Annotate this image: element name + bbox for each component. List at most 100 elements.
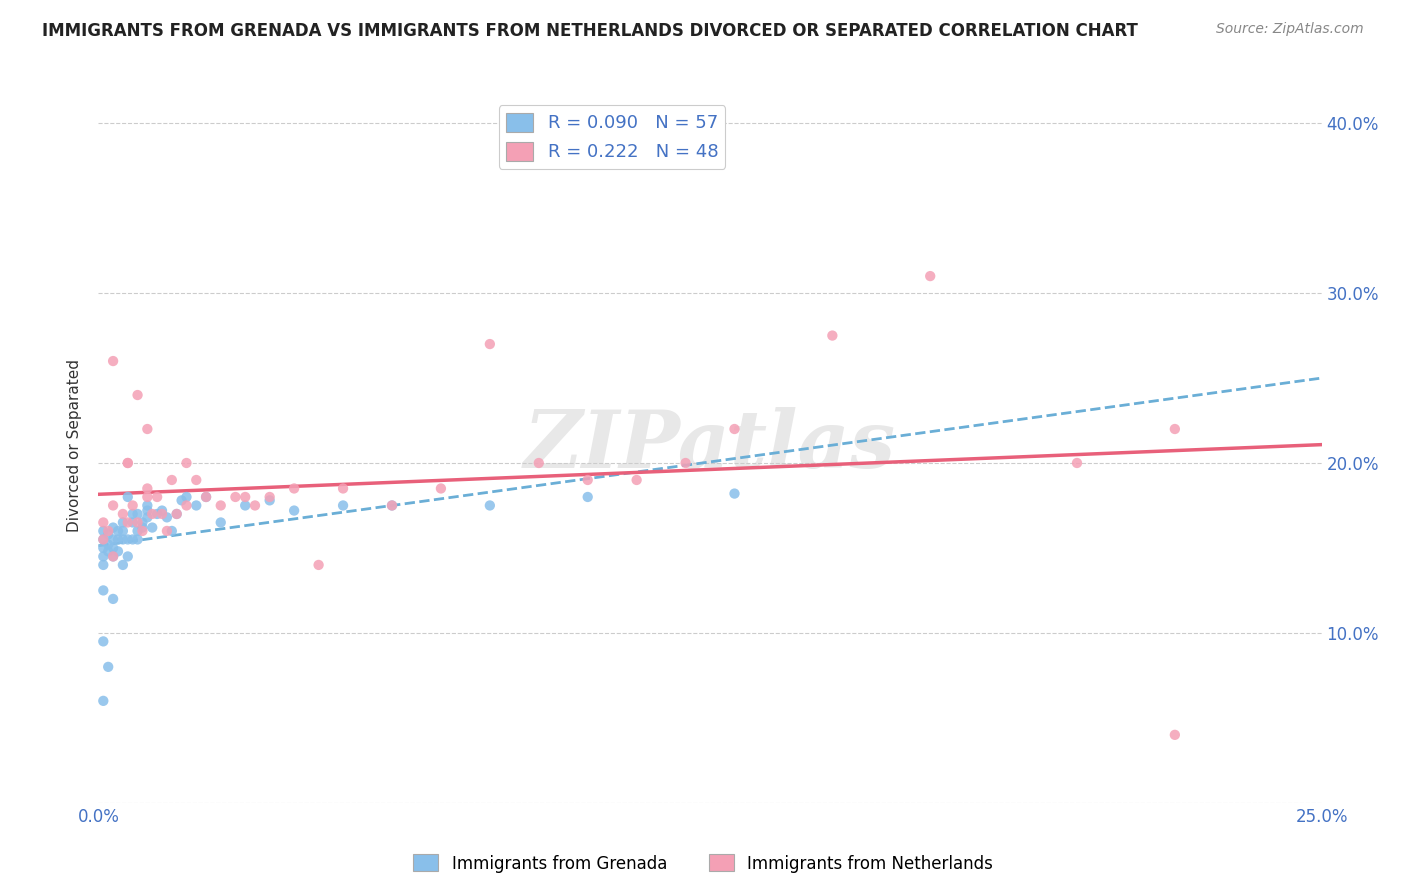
Point xyxy=(101,549,124,564)
Point xyxy=(131,520,153,534)
Point xyxy=(170,493,193,508)
Point xyxy=(195,490,218,504)
Point xyxy=(576,473,599,487)
Point xyxy=(117,533,139,547)
Point xyxy=(91,558,114,572)
Point xyxy=(127,507,149,521)
Point xyxy=(91,533,114,547)
Point xyxy=(723,422,745,436)
Point xyxy=(101,520,124,534)
Point xyxy=(136,503,159,517)
Point xyxy=(91,524,114,538)
Point xyxy=(107,533,129,547)
Point xyxy=(920,269,942,284)
Point xyxy=(91,533,114,547)
Point xyxy=(121,533,143,547)
Point xyxy=(259,493,281,508)
Point xyxy=(259,490,281,504)
Text: Source: ZipAtlas.com: Source: ZipAtlas.com xyxy=(1216,22,1364,37)
Point xyxy=(121,516,143,530)
Point xyxy=(821,328,844,343)
Point xyxy=(127,524,149,538)
Point xyxy=(111,533,134,547)
Point xyxy=(91,634,114,648)
Point xyxy=(97,660,120,674)
Point xyxy=(91,694,114,708)
Point xyxy=(243,499,266,513)
Point xyxy=(576,490,599,504)
Point xyxy=(1066,456,1088,470)
Point xyxy=(111,558,134,572)
Point xyxy=(131,516,153,530)
Point xyxy=(141,507,163,521)
Legend: Immigrants from Grenada, Immigrants from Netherlands: Immigrants from Grenada, Immigrants from… xyxy=(406,847,1000,880)
Point xyxy=(91,549,114,564)
Legend: R = 0.090   N = 57, R = 0.222   N = 48: R = 0.090 N = 57, R = 0.222 N = 48 xyxy=(499,105,725,169)
Point xyxy=(101,591,124,606)
Point xyxy=(141,520,163,534)
Point xyxy=(97,537,120,551)
Point xyxy=(107,524,129,538)
Text: ZIPatlas: ZIPatlas xyxy=(524,408,896,484)
Point xyxy=(176,499,198,513)
Point xyxy=(117,549,139,564)
Point xyxy=(209,499,232,513)
Point xyxy=(209,516,232,530)
Point xyxy=(283,503,305,517)
Point xyxy=(136,510,159,524)
Point xyxy=(127,516,149,530)
Point xyxy=(97,527,120,541)
Point xyxy=(723,486,745,500)
Point xyxy=(527,456,550,470)
Point xyxy=(283,482,305,496)
Point xyxy=(176,490,198,504)
Point xyxy=(146,507,169,521)
Point xyxy=(101,499,124,513)
Point xyxy=(430,482,453,496)
Point xyxy=(186,499,208,513)
Point xyxy=(150,507,173,521)
Point xyxy=(166,507,188,521)
Point xyxy=(91,583,114,598)
Point xyxy=(111,524,134,538)
Point xyxy=(136,482,159,496)
Y-axis label: Divorced or Separated: Divorced or Separated xyxy=(67,359,83,533)
Point xyxy=(166,507,188,521)
Point xyxy=(107,544,129,558)
Point xyxy=(131,524,153,538)
Point xyxy=(150,503,173,517)
Point xyxy=(381,499,404,513)
Point xyxy=(101,354,124,368)
Point xyxy=(332,499,354,513)
Point xyxy=(146,490,169,504)
Point xyxy=(101,549,124,564)
Point xyxy=(1164,422,1187,436)
Point xyxy=(117,456,139,470)
Point xyxy=(626,473,648,487)
Point xyxy=(111,507,134,521)
Point xyxy=(160,524,183,538)
Point xyxy=(160,473,183,487)
Point xyxy=(136,422,159,436)
Point xyxy=(156,524,179,538)
Point xyxy=(176,456,198,470)
Point xyxy=(478,499,501,513)
Point xyxy=(117,456,139,470)
Point xyxy=(111,516,134,530)
Point xyxy=(195,490,218,504)
Point xyxy=(332,482,354,496)
Point xyxy=(381,499,404,513)
Point xyxy=(136,499,159,513)
Text: IMMIGRANTS FROM GRENADA VS IMMIGRANTS FROM NETHERLANDS DIVORCED OR SEPARATED COR: IMMIGRANTS FROM GRENADA VS IMMIGRANTS FR… xyxy=(42,22,1137,40)
Point xyxy=(127,388,149,402)
Point xyxy=(97,524,120,538)
Point xyxy=(91,516,114,530)
Point xyxy=(117,516,139,530)
Point xyxy=(136,490,159,504)
Point xyxy=(224,490,246,504)
Point xyxy=(101,541,124,555)
Point xyxy=(117,490,139,504)
Point xyxy=(478,337,501,351)
Point xyxy=(675,456,697,470)
Point xyxy=(101,533,124,547)
